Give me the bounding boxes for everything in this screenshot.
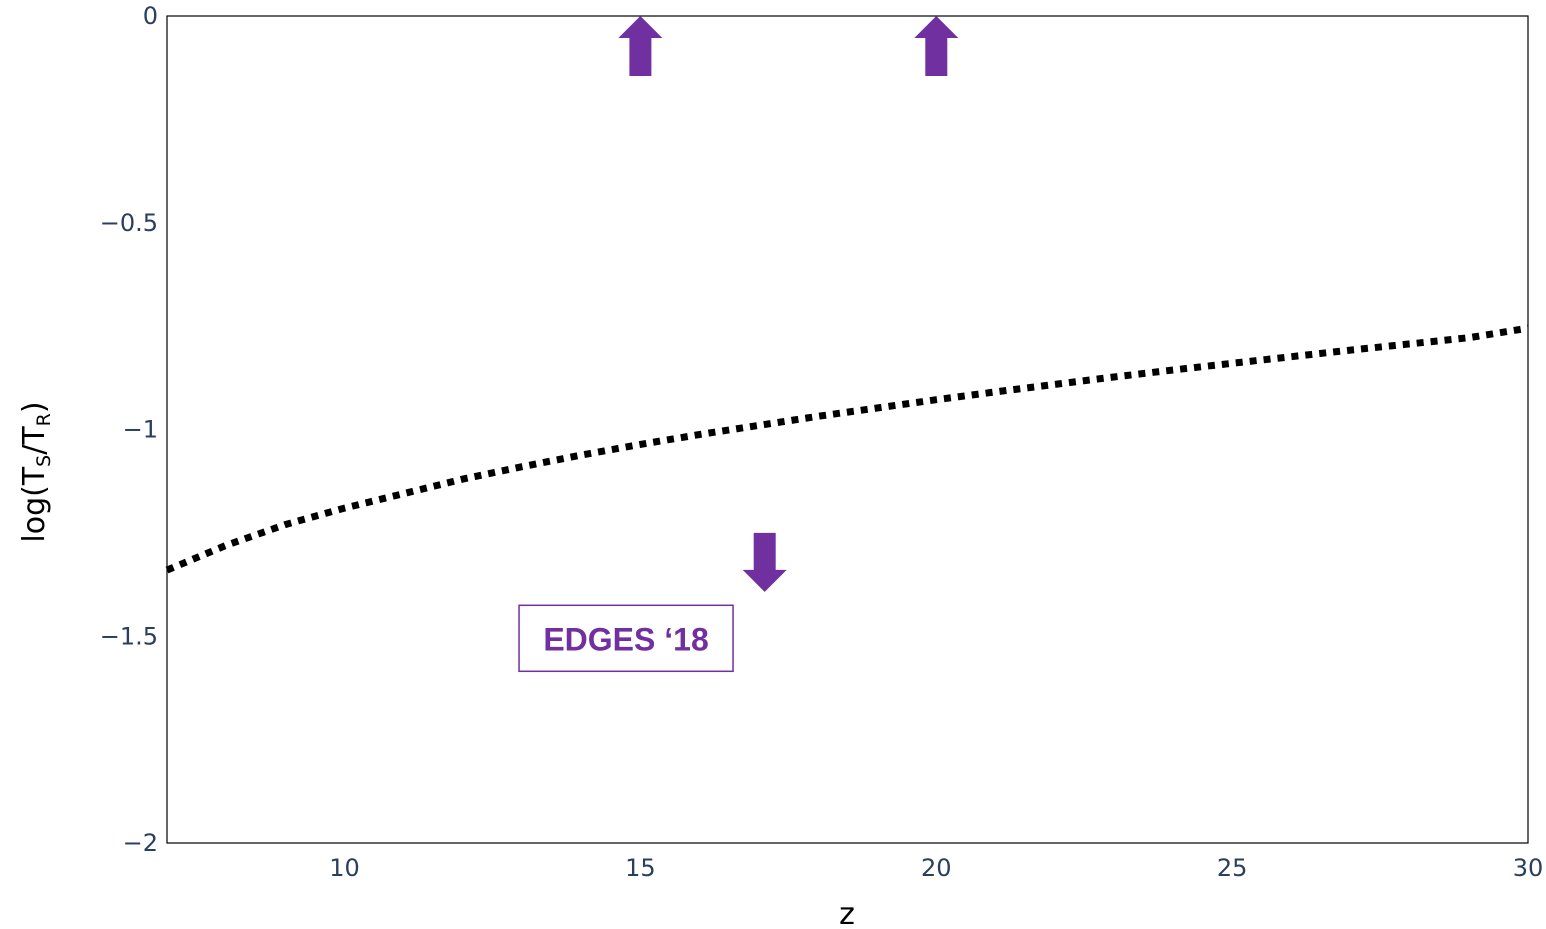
annotation-label: EDGES ‘18 xyxy=(543,621,708,657)
y-tick-label: 0 xyxy=(143,2,158,30)
y-axis-title-mid: /T xyxy=(17,426,52,455)
annotation-layer: EDGES ‘18 xyxy=(518,16,959,673)
axis-layer: 10 15 20 25 30 0 −0.5 −1 −1.5 −2 xyxy=(100,2,1544,882)
series-line-0 xyxy=(165,324,1529,574)
arrow-up-marker-0 xyxy=(618,16,663,76)
x-tick-label: 15 xyxy=(625,854,656,882)
plot-layer xyxy=(165,324,1529,574)
x-axis-title: z xyxy=(839,897,855,929)
y-axis-title: log(TS/TR) xyxy=(17,401,55,542)
plot-frame xyxy=(166,15,1529,844)
y-tick-label: −1 xyxy=(123,416,158,444)
annotation-box xyxy=(518,604,734,673)
y-tick-label: −1.5 xyxy=(100,622,158,650)
y-tick-label: −0.5 xyxy=(100,209,158,237)
x-tick-label: 10 xyxy=(329,854,360,882)
arrow-up-marker-1 xyxy=(914,16,959,76)
x-tick-label: 30 xyxy=(1513,854,1544,882)
x-tick-label: 25 xyxy=(1217,854,1248,882)
y-axis-title-sub1: S xyxy=(33,455,55,467)
y-axis-title-sub2: R xyxy=(33,413,55,426)
y-axis-title-suffix: ) xyxy=(17,401,52,413)
y-axis-title-prefix: log(T xyxy=(17,466,52,542)
arrow-down-marker-2 xyxy=(742,532,787,592)
y-tick-label: −2 xyxy=(123,829,158,857)
x-tick-label: 20 xyxy=(921,854,952,882)
